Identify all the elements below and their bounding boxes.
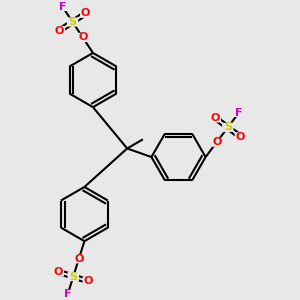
Text: O: O [55, 26, 64, 36]
FancyBboxPatch shape [68, 272, 79, 281]
FancyBboxPatch shape [67, 17, 78, 26]
Text: S: S [224, 122, 232, 132]
Text: O: O [212, 137, 221, 147]
FancyBboxPatch shape [210, 113, 221, 122]
FancyBboxPatch shape [77, 33, 88, 42]
Text: S: S [69, 17, 76, 27]
Text: O: O [78, 32, 88, 43]
Text: O: O [211, 113, 220, 123]
FancyBboxPatch shape [222, 123, 234, 132]
FancyBboxPatch shape [54, 26, 65, 35]
FancyBboxPatch shape [80, 9, 92, 18]
Text: O: O [236, 132, 245, 142]
FancyBboxPatch shape [52, 267, 64, 276]
FancyBboxPatch shape [235, 132, 246, 141]
FancyBboxPatch shape [233, 108, 245, 117]
FancyBboxPatch shape [62, 290, 74, 299]
FancyBboxPatch shape [211, 138, 222, 147]
Text: F: F [235, 107, 243, 118]
Text: O: O [74, 254, 83, 264]
Text: O: O [81, 8, 90, 18]
Text: S: S [69, 272, 77, 281]
FancyBboxPatch shape [73, 254, 85, 263]
FancyBboxPatch shape [57, 2, 68, 11]
FancyBboxPatch shape [82, 277, 94, 286]
Text: F: F [64, 289, 71, 299]
Text: F: F [58, 2, 66, 11]
Text: O: O [84, 276, 93, 286]
Text: O: O [54, 267, 63, 277]
